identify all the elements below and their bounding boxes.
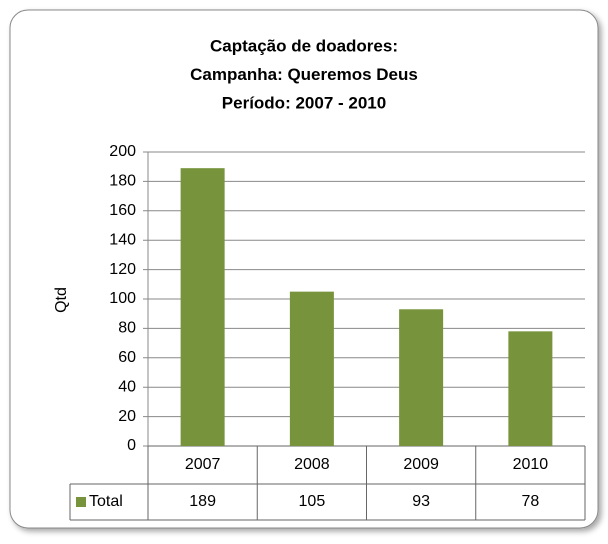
chart-title: Campanha: Queremos Deus	[190, 65, 418, 84]
x-tick-label: 2009	[403, 456, 439, 473]
y-tick-label: 200	[109, 143, 136, 160]
table-value: 189	[189, 493, 216, 510]
chart-frame	[9, 9, 599, 529]
bar	[399, 309, 444, 446]
y-tick-label: 140	[109, 231, 136, 248]
y-tick-label: 80	[118, 320, 136, 337]
chart-title: Captação de doadores:	[210, 36, 398, 55]
y-tick-label: 160	[109, 202, 136, 219]
bar	[180, 168, 225, 447]
legend-label: Total	[89, 493, 123, 510]
x-tick-label: 2008	[294, 456, 330, 473]
y-tick-label: 120	[109, 261, 136, 278]
y-tick-label: 20	[118, 408, 136, 425]
y-axis-label: Qtd	[53, 287, 70, 313]
y-tick-label: 0	[127, 437, 136, 454]
x-tick-label: 2010	[513, 456, 549, 473]
y-tick-label: 40	[118, 378, 136, 395]
y-tick-label: 60	[118, 349, 136, 366]
chart-title: Período: 2007 - 2010	[222, 93, 386, 112]
bar	[508, 331, 553, 446]
y-tick-label: 100	[109, 290, 136, 307]
table-value: 78	[521, 493, 539, 510]
table-value: 93	[412, 493, 430, 510]
legend-swatch	[76, 497, 86, 507]
y-tick-label: 180	[109, 173, 136, 190]
table-value: 105	[299, 493, 326, 510]
bar	[289, 291, 334, 446]
x-tick-label: 2007	[185, 456, 221, 473]
